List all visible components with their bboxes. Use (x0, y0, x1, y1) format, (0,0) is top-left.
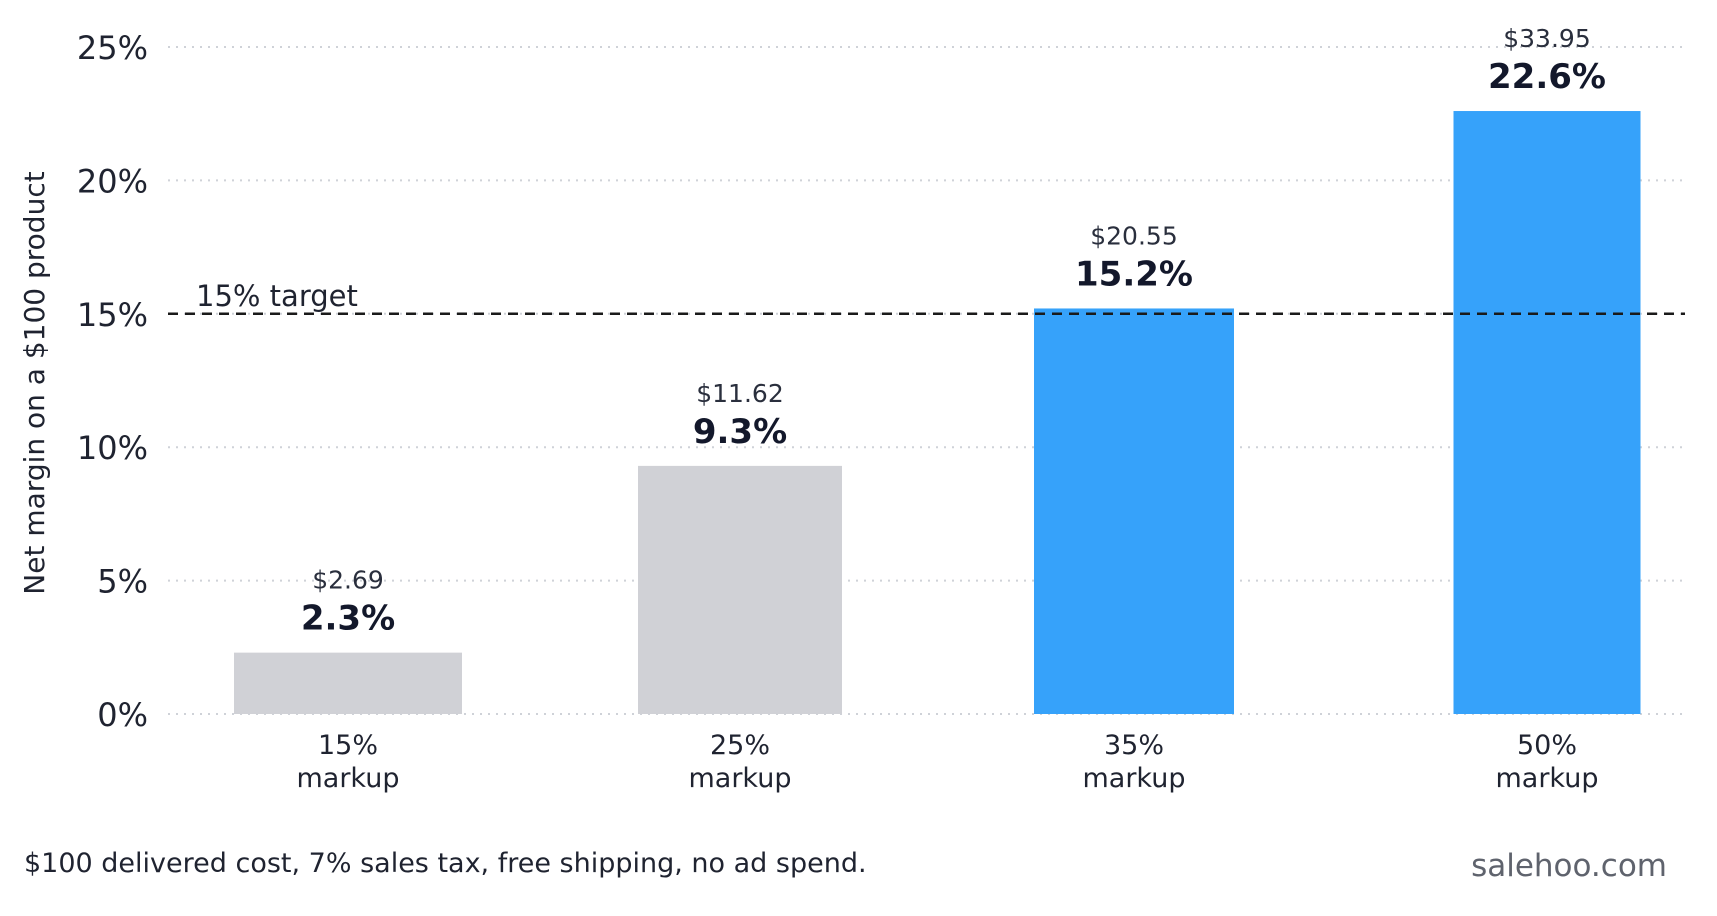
bar-value-label: 22.6% (1488, 57, 1606, 97)
bar-labels: 2.3% $2.69 9.3% $11.62 15.2% $20.55 22.6% $33.9… (301, 24, 1606, 639)
bar-3 (1034, 308, 1234, 714)
y-axis-title: Net margin on a $100 product (18, 171, 51, 594)
y-tick-label: 0% (97, 696, 148, 734)
x-tick-label: markup (1082, 763, 1185, 794)
bar-value-label: 9.3% (693, 412, 787, 452)
y-tick-label: 5% (97, 563, 148, 601)
brand-watermark: salehoo.com (1471, 848, 1667, 884)
target-line-label: 15% target (196, 279, 358, 313)
x-tick-label: markup (688, 763, 791, 794)
x-tick-label: 25% (710, 730, 770, 761)
bar-amount-label: $20.55 (1090, 221, 1177, 250)
y-tick-label: 15% (77, 296, 148, 334)
axes: 0%5%10%15%20%25%15%markup25%markup35%mar… (77, 29, 1599, 794)
bar-value-label: 15.2% (1075, 254, 1193, 294)
y-tick-label: 20% (77, 162, 148, 200)
x-tick-label: 50% (1517, 730, 1577, 761)
bar-4 (1453, 111, 1641, 715)
y-tick-label: 25% (77, 29, 148, 67)
x-tick-label: 35% (1104, 730, 1164, 761)
y-tick-label: 10% (77, 429, 148, 467)
bar-amount-label: $11.62 (696, 379, 783, 408)
x-tick-label: 15% (318, 730, 378, 761)
bar-2 (638, 465, 842, 714)
x-tick-label: markup (296, 763, 399, 794)
bar-value-label: 2.3% (301, 599, 395, 639)
bar-amount-label: $2.69 (312, 566, 384, 595)
footnote: $100 delivered cost, 7% sales tax, free … (24, 848, 867, 879)
x-tick-label: markup (1495, 763, 1598, 794)
bars (234, 111, 1641, 715)
bar-amount-label: $33.95 (1503, 24, 1590, 53)
bar-1 (234, 652, 462, 714)
